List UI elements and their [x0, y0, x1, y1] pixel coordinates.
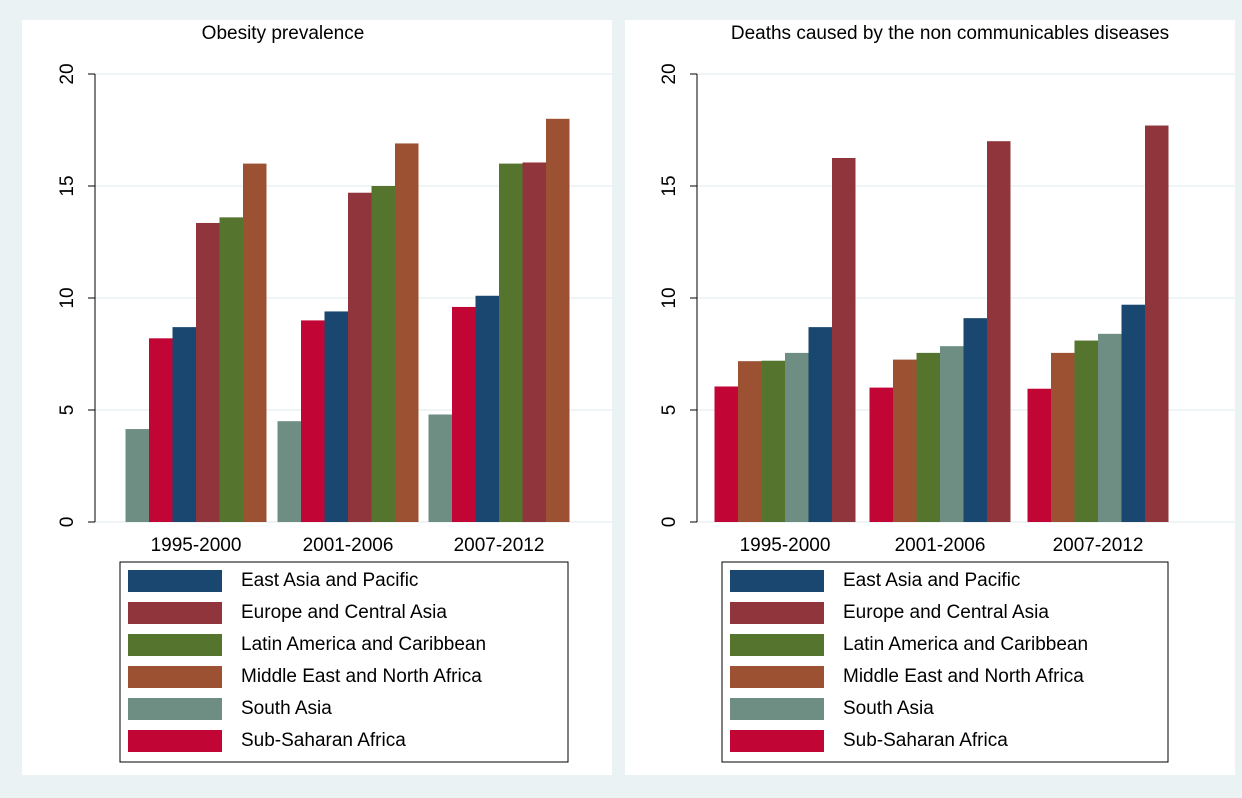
- bar: [1074, 340, 1098, 522]
- bar: [243, 163, 267, 522]
- bar: [738, 361, 762, 522]
- bar: [1027, 388, 1051, 522]
- bar: [714, 386, 738, 522]
- bar: [893, 359, 917, 522]
- y-tick-label: 5: [57, 405, 78, 416]
- legend-swatch: [128, 698, 222, 720]
- bar: [301, 320, 325, 522]
- x-tick-label: 2001-2006: [303, 535, 394, 556]
- legend-label: East Asia and Pacific: [241, 570, 418, 591]
- bar: [348, 192, 372, 522]
- x-tick-label: 2001-2006: [895, 535, 986, 556]
- x-tick-label: 2007-2012: [454, 535, 545, 556]
- bar: [196, 222, 220, 522]
- legend-swatch: [730, 730, 824, 752]
- bar: [149, 338, 173, 522]
- bar: [916, 352, 940, 522]
- bar: [1121, 304, 1145, 522]
- bar: [963, 318, 987, 522]
- legend-swatch: [128, 570, 222, 592]
- x-tick-label: 1995-2000: [151, 535, 242, 556]
- bar: [1145, 125, 1169, 523]
- bar: [475, 295, 499, 522]
- legend-box: [119, 561, 569, 763]
- bar: [546, 118, 570, 523]
- legend-swatch: [128, 730, 222, 752]
- bar: [832, 158, 856, 522]
- legend-label: South Asia: [241, 698, 332, 719]
- y-tick-label: 10: [57, 287, 78, 308]
- bar: [395, 143, 419, 522]
- legend-label: East Asia and Pacific: [843, 570, 1020, 591]
- bar: [172, 327, 196, 522]
- bar: [371, 186, 395, 522]
- bar: [522, 162, 546, 523]
- bar: [125, 429, 149, 522]
- legend-swatch: [730, 666, 824, 688]
- legend-label: Middle East and North Africa: [843, 666, 1084, 687]
- bar: [324, 311, 348, 522]
- legend-label: Sub-Saharan Africa: [241, 730, 406, 751]
- legend-label: South Asia: [843, 698, 934, 719]
- legend-box: [721, 561, 1169, 763]
- y-tick-label: 20: [659, 63, 680, 84]
- bar: [940, 346, 964, 522]
- legend-swatch: [128, 666, 222, 688]
- legend-swatch: [128, 602, 222, 624]
- bar: [808, 327, 832, 522]
- bar: [987, 141, 1011, 522]
- legend-label: Middle East and North Africa: [241, 666, 482, 687]
- chart-title: Deaths caused by the non communicables d…: [731, 23, 1169, 44]
- legend-label: Europe and Central Asia: [241, 602, 447, 623]
- bar: [499, 163, 523, 522]
- y-tick-label: 10: [659, 287, 680, 308]
- legend-swatch: [128, 634, 222, 656]
- bar: [219, 217, 243, 523]
- y-tick-label: 15: [659, 175, 680, 196]
- bar: [1098, 333, 1122, 522]
- bar: [452, 306, 476, 522]
- y-tick-label: 0: [659, 517, 680, 528]
- y-tick-label: 5: [659, 405, 680, 416]
- legend-label: Sub-Saharan Africa: [843, 730, 1008, 751]
- y-tick-label: 15: [57, 175, 78, 196]
- y-tick-label: 0: [57, 517, 78, 528]
- legend-label: Latin America and Caribbean: [843, 634, 1088, 655]
- legend-swatch: [730, 570, 824, 592]
- legend-swatch: [730, 634, 824, 656]
- bar: [869, 387, 893, 522]
- legend-swatch: [730, 698, 824, 720]
- legend-label: Latin America and Caribbean: [241, 634, 486, 655]
- bar: [761, 360, 785, 522]
- x-tick-label: 1995-2000: [740, 535, 831, 556]
- x-tick-label: 2007-2012: [1053, 535, 1144, 556]
- bar: [1051, 352, 1075, 522]
- bar: [428, 414, 452, 522]
- legend-swatch: [730, 602, 824, 624]
- y-tick-label: 20: [57, 63, 78, 84]
- legend-label: Europe and Central Asia: [843, 602, 1049, 623]
- bar: [277, 421, 301, 522]
- bar: [785, 352, 809, 522]
- chart-title: Obesity prevalence: [202, 23, 365, 44]
